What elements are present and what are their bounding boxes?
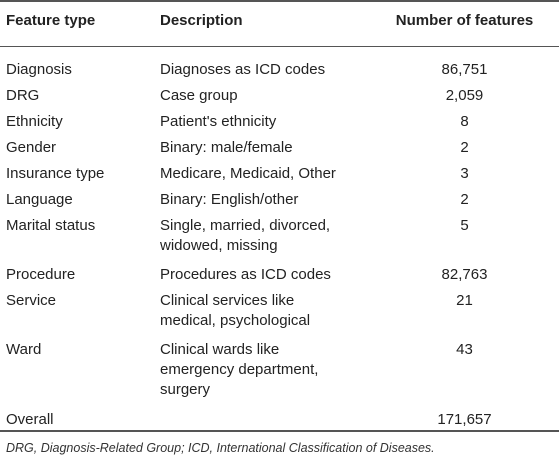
- description-cell: Case group: [160, 87, 238, 104]
- description-cell: Patient's ethnicity: [160, 113, 277, 130]
- header-rule: [0, 46, 559, 47]
- feature-type-cell: Procedure: [6, 266, 76, 283]
- description-cell: emergency department,: [160, 361, 319, 378]
- feature-count-cell: 2: [460, 191, 469, 208]
- feature-type-cell: Overall: [6, 411, 54, 428]
- feature-count-cell: 3: [460, 165, 469, 182]
- description-cell: Procedures as ICD codes: [160, 266, 331, 283]
- header-feature-type: Feature type: [6, 12, 96, 29]
- feature-count-cell: 82,763: [441, 266, 488, 283]
- feature-type-cell: Insurance type: [6, 165, 105, 182]
- description-cell: Single, married, divorced,: [160, 217, 331, 234]
- description-cell: Binary: English/other: [160, 191, 299, 208]
- description-cell: Clinical wards like: [160, 341, 280, 358]
- feature-type-cell: DRG: [6, 87, 40, 104]
- feature-type-cell: Language: [6, 191, 73, 208]
- description-cell: medical, psychological: [160, 312, 311, 329]
- description-cell: Clinical services like: [160, 292, 295, 309]
- feature-count-cell: 171,657: [437, 411, 492, 428]
- feature-count-cell: 86,751: [441, 61, 488, 78]
- feature-count-cell: 5: [460, 217, 469, 234]
- feature-type-cell: Ward: [6, 341, 42, 358]
- feature-type-cell: Marital status: [6, 217, 96, 234]
- description-cell: Diagnoses as ICD codes: [160, 61, 326, 78]
- feature-type-cell: Ethnicity: [6, 113, 63, 130]
- top-rule: [0, 0, 559, 2]
- feature-type-cell: Gender: [6, 139, 57, 156]
- bottom-rule: [0, 430, 559, 432]
- description-cell: Binary: male/female: [160, 139, 293, 156]
- feature-count-cell: 2: [460, 139, 469, 156]
- feature-count-cell: 21: [456, 292, 473, 309]
- description-cell: surgery: [160, 381, 211, 398]
- description-cell: widowed, missing: [160, 237, 278, 254]
- feature-count-cell: 8: [460, 113, 469, 130]
- table-footnote: DRG, Diagnosis-Related Group; ICD, Inter…: [6, 441, 435, 455]
- feature-type-cell: Service: [6, 292, 57, 309]
- header-number-of-features: Number of features: [395, 12, 534, 29]
- description-cell: Medicare, Medicaid, Other: [160, 165, 336, 182]
- feature-count-cell: 43: [456, 341, 473, 358]
- feature-type-cell: Diagnosis: [6, 61, 72, 78]
- feature-count-cell: 2,059: [445, 87, 484, 104]
- header-description: Description: [160, 12, 243, 29]
